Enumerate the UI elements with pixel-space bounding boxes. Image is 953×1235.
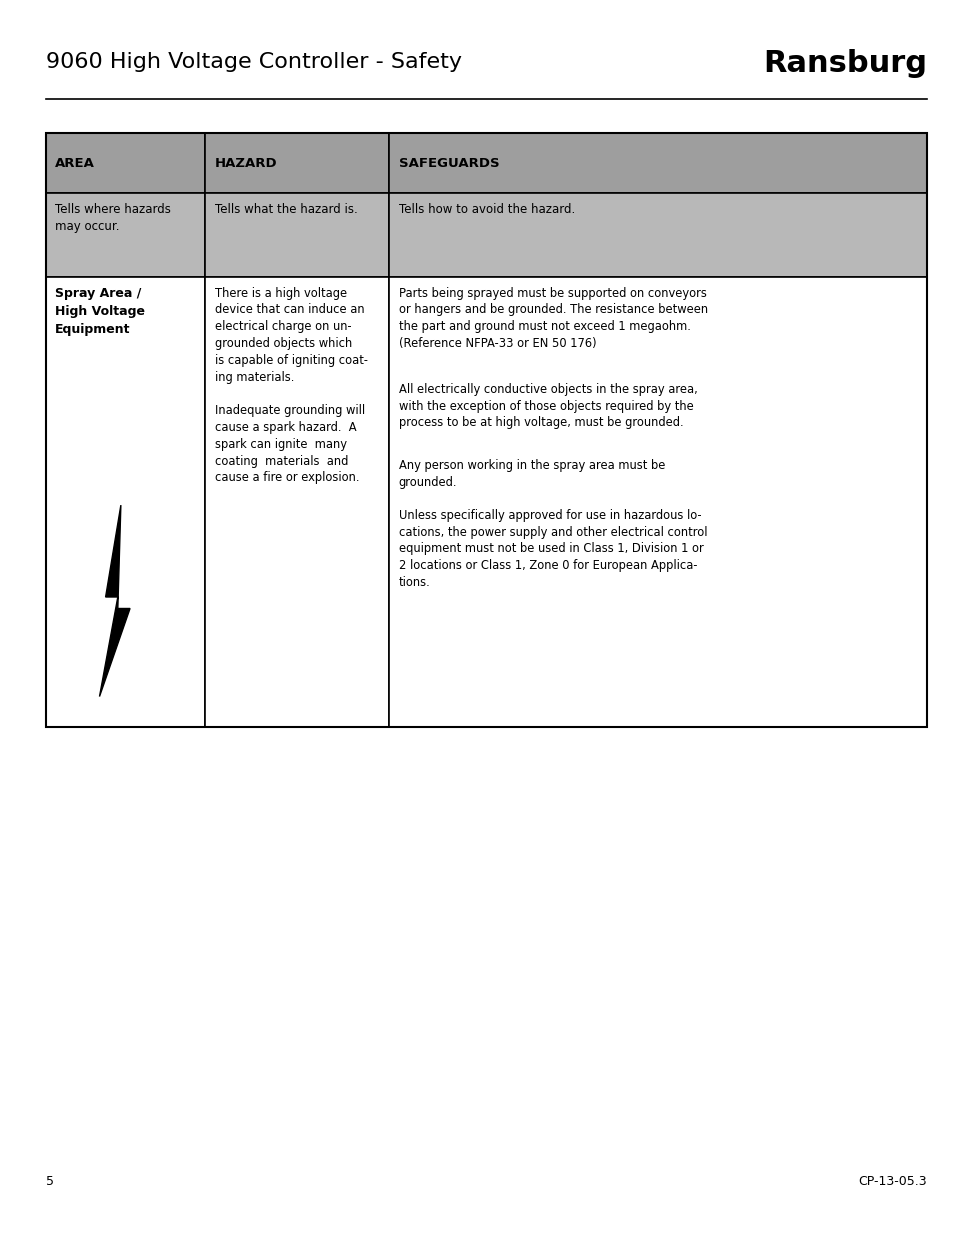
Bar (46, 277, 205, 727)
Bar (46, 133, 205, 193)
Text: There is a high voltage
device that can induce an
electrical charge on un-
groun: There is a high voltage device that can … (214, 287, 367, 484)
Bar (205, 193, 389, 277)
Text: 9060 High Voltage Controller - Safety: 9060 High Voltage Controller - Safety (46, 52, 461, 72)
Text: Ransburg: Ransburg (762, 49, 926, 78)
Text: All electrically conductive objects in the spray area,
with the exception of tho: All electrically conductive objects in t… (398, 383, 697, 430)
Text: Any person working in the spray area must be
grounded.: Any person working in the spray area mus… (398, 459, 664, 489)
Text: Unless specifically approved for use in hazardous lo-
cations, the power supply : Unless specifically approved for use in … (398, 509, 706, 589)
Text: Spray Area /
High Voltage
Equipment: Spray Area / High Voltage Equipment (55, 287, 145, 336)
Text: AREA: AREA (55, 157, 95, 169)
Bar (205, 277, 389, 727)
Text: 5: 5 (46, 1174, 53, 1188)
Bar (205, 133, 389, 193)
Text: CP-13-05.3: CP-13-05.3 (858, 1174, 926, 1188)
Text: SAFEGUARDS: SAFEGUARDS (398, 157, 498, 169)
Bar (389, 133, 926, 193)
Text: Parts being sprayed must be supported on conveyors
or hangers and be grounded. T: Parts being sprayed must be supported on… (398, 287, 707, 350)
Polygon shape (99, 505, 130, 697)
Bar (46, 193, 205, 277)
Bar (46, 133, 926, 727)
Text: Tells how to avoid the hazard.: Tells how to avoid the hazard. (398, 203, 575, 216)
Bar (389, 277, 926, 727)
Bar (389, 193, 926, 277)
Text: Tells what the hazard is.: Tells what the hazard is. (214, 203, 357, 216)
Text: HAZARD: HAZARD (214, 157, 277, 169)
Text: Tells where hazards
may occur.: Tells where hazards may occur. (55, 203, 171, 233)
